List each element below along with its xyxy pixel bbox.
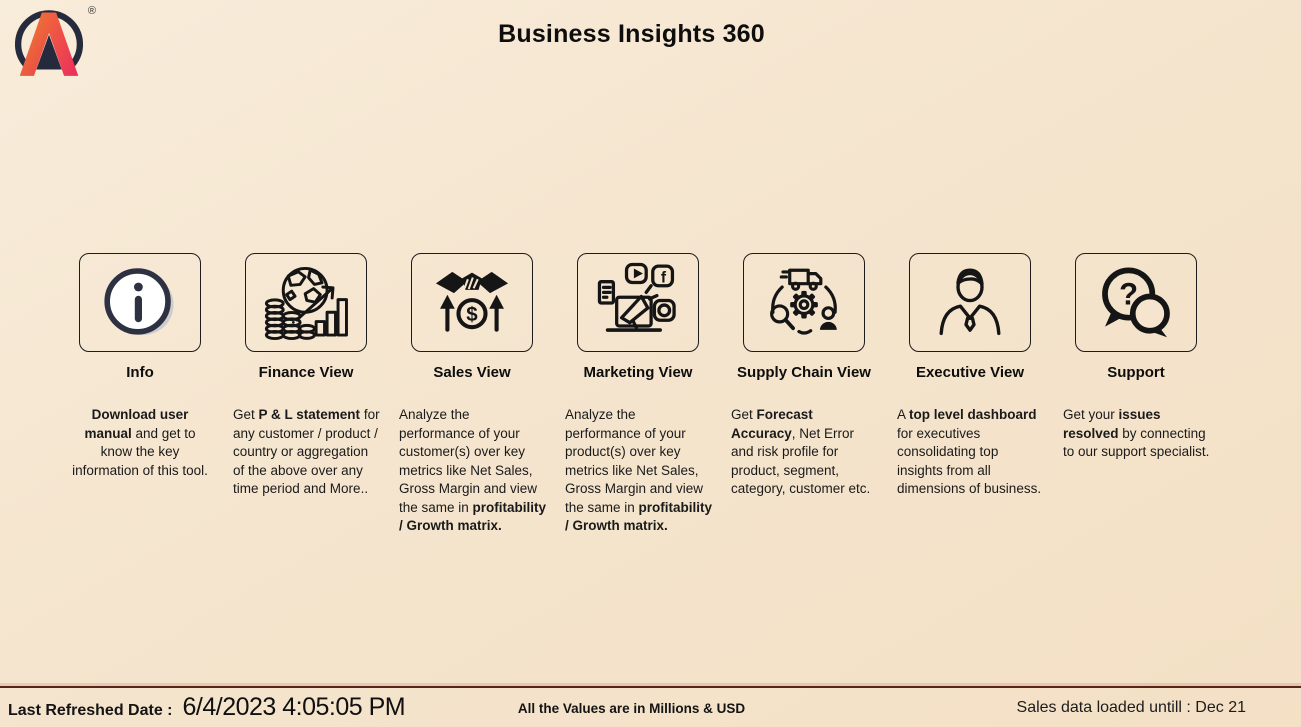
card-title: Support (1107, 364, 1165, 381)
status-bar: Last Refreshed Date : 6/4/2023 4:05:05 P… (0, 686, 1301, 727)
supply-chain-view-card-button[interactable] (743, 253, 865, 352)
supply-chain-cycle-icon (770, 268, 837, 335)
card-marketing-view: f Marketing View Analyze the performance… (562, 253, 714, 536)
last-refreshed: Last Refreshed Date : 6/4/2023 4:05:05 P… (8, 693, 406, 722)
card-executive-view: Executive View A top level dashboard for… (894, 253, 1046, 536)
executive-person-icon (939, 268, 1001, 335)
info-icon (104, 267, 174, 335)
card-title: Executive View (915, 364, 1025, 381)
marketing-megaphone-social-icon: f (597, 262, 676, 332)
registered-trademark: ® (87, 5, 96, 17)
data-loaded-note: Sales data loaded untill : Dec 21 (1016, 699, 1246, 716)
sales-view-card-button[interactable]: $ (411, 253, 533, 352)
card-description: Get Forecast Accuracy, Net Error and ris… (731, 407, 871, 496)
page-title: Business Insights 360 (498, 20, 765, 48)
card-finance-view: Finance View Get P & L statement for any… (230, 253, 382, 536)
executive-view-card-button[interactable] (909, 253, 1031, 352)
card-description: Analyze the performance of your customer… (399, 407, 547, 533)
svg-text:$: $ (466, 303, 478, 326)
atliq-logo-icon (14, 10, 84, 76)
card-info: Info Download user manual and get to kno… (64, 253, 216, 536)
card-description: Download user manual and get to know the… (72, 407, 208, 478)
finance-globe-coins-chart-icon (264, 266, 348, 340)
card-title: Marketing View (583, 364, 693, 381)
svg-text:f: f (661, 269, 667, 286)
card-description: Get your issues resolved by connecting t… (1063, 407, 1210, 459)
last-refreshed-label: Last Refreshed Date : (8, 702, 173, 719)
card-description: A top level dashboard for executives con… (897, 407, 1042, 496)
card-title: Info (126, 364, 154, 381)
nav-cards-row: Info Download user manual and get to kno… (64, 253, 1212, 536)
card-sales-view: $ Sales View Analyze the performance of … (396, 253, 548, 536)
sales-handshake-dollar-arrows-icon: $ (435, 271, 509, 332)
card-support: ? Support Get your issues resolved by co… (1060, 253, 1212, 536)
marketing-view-card-button[interactable]: f (577, 253, 699, 352)
card-supply-chain-view: Supply Chain View Get Forecast Accuracy,… (728, 253, 880, 536)
finance-view-card-button[interactable] (245, 253, 367, 352)
card-title: Sales View (433, 364, 511, 381)
card-description: Get P & L statement for any customer / p… (233, 407, 380, 496)
card-title: Supply Chain View (737, 364, 871, 381)
card-title: Finance View (258, 364, 354, 381)
last-refreshed-value: 6/4/2023 4:05:05 PM (182, 693, 406, 721)
info-card-button[interactable] (79, 253, 201, 352)
card-description: Analyze the performance of your product(… (565, 407, 713, 533)
support-card-button[interactable]: ? (1075, 253, 1197, 352)
atliq-logo: ® (8, 3, 100, 79)
values-unit-note: All the Values are in Millions & USD (517, 701, 746, 716)
support-chat-question-icon: ? (1102, 266, 1170, 337)
